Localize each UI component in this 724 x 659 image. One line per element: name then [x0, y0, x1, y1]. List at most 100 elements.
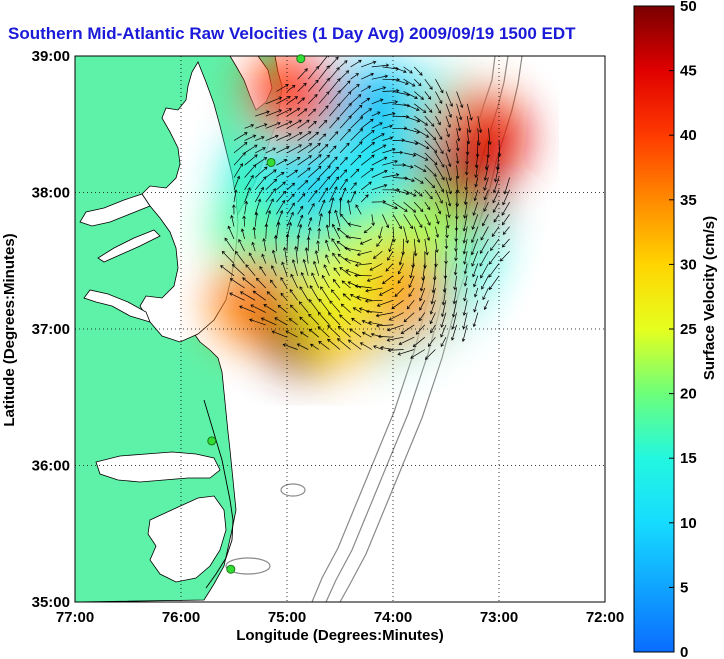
velocity-arrow: [382, 136, 394, 141]
velocity-arrow: [408, 275, 415, 289]
velocity-arrow: [286, 202, 295, 215]
velocity-arrow: [307, 154, 322, 166]
velocity-arrow: [347, 339, 362, 350]
velocity-arrow: [352, 307, 362, 313]
x-tick-label: 75:00: [268, 609, 306, 626]
velocity-arrow: [252, 226, 257, 239]
velocity-arrow: [440, 337, 447, 348]
velocity-arrow: [350, 154, 362, 166]
velocity-arrow: [414, 164, 427, 173]
velocity-arrow: [265, 109, 283, 117]
velocity-arrow: [414, 152, 429, 161]
contour-seamount: [280, 483, 306, 497]
velocity-arrow: [350, 294, 362, 301]
james-river: [83, 289, 151, 323]
velocity-arrow: [466, 128, 471, 145]
velocity-arrow: [427, 336, 436, 347]
velocity-arrow: [244, 124, 255, 129]
radar-stations: [207, 54, 306, 574]
velocity-arrow: [364, 299, 383, 303]
velocity-arrow: [260, 317, 277, 326]
velocity-arrow: [290, 273, 298, 289]
velocity-arrow: [263, 304, 277, 313]
velocity-arrow: [413, 226, 421, 244]
velocity-arrow: [334, 209, 341, 227]
velocity-arrow: [392, 163, 406, 167]
velocity-arrow: [403, 201, 417, 213]
velocity-arrow: [413, 66, 423, 76]
velocity-arrow: [318, 340, 330, 350]
velocity-arrow: [297, 205, 304, 215]
velocity-arrow: [366, 275, 383, 282]
velocity-arrow: [479, 251, 489, 267]
velocity-arrow: [361, 60, 377, 68]
velocity-arrow: [470, 226, 479, 244]
velocity-arrow: [276, 181, 286, 191]
velocity-arrow: [414, 177, 424, 184]
velocity-arrow: [430, 324, 436, 334]
velocity-arrow: [371, 98, 384, 105]
velocity-arrow: [377, 334, 394, 339]
velocity-arrow: [424, 164, 437, 177]
velocity-arrow: [463, 287, 468, 302]
velocity-arrow: [473, 275, 479, 288]
velocity-arrow: [360, 108, 373, 117]
velocity-arrow: [371, 169, 388, 178]
velocity-arrow: [345, 269, 362, 277]
velocity-arrow: [455, 140, 460, 152]
velocity-arrow: [229, 292, 245, 301]
velocity-arrow: [371, 122, 383, 129]
velocity-arrow: [286, 193, 295, 203]
y-tick-label: 36:00: [32, 458, 70, 475]
velocity-arrow: [472, 263, 479, 278]
velocity-arrow: [445, 165, 452, 182]
velocity-arrow: [249, 318, 266, 326]
velocity-arrow: [492, 177, 500, 194]
velocity-arrow: [466, 116, 472, 134]
velocity-arrow: [403, 164, 414, 169]
velocity-arrow: [445, 214, 450, 229]
velocity-arrow: [474, 165, 479, 178]
velocity-arrow: [220, 265, 235, 277]
velocity-arrow: [286, 84, 296, 92]
velocity-arrow: [350, 73, 359, 80]
velocity-arrow: [298, 301, 309, 313]
velocity-arrow: [403, 127, 420, 134]
velocity-arrow: [361, 97, 371, 105]
velocity-arrow: [318, 165, 331, 178]
velocity-arrow: [265, 210, 272, 227]
velocity-arrow: [307, 227, 312, 239]
velocity-arrow: [406, 300, 415, 310]
velocity-arrow: [350, 59, 362, 68]
velocity-arrow: [371, 214, 375, 227]
velocity-arrow: [429, 312, 436, 325]
colorbar-ticks: 0 5 10 15 20 25 30 35 40 45 50: [669, 0, 697, 659]
velocity-arrow: [244, 154, 258, 166]
velocity-arrow: [350, 94, 362, 105]
velocity-arrow: [329, 66, 340, 80]
velocity-arrow: [435, 140, 444, 155]
velocity-arrow: [324, 239, 330, 252]
velocity-arrow: [386, 324, 404, 332]
velocity-arrow: [351, 317, 362, 326]
velocity-arrow: [424, 91, 432, 100]
velocity-arrow: [461, 324, 468, 342]
velocity-arrow: [470, 238, 479, 256]
velocity-arrow: [435, 226, 440, 238]
velocity-arrow: [297, 143, 313, 154]
velocity-arrow: [270, 279, 277, 289]
velocity-arrow: [242, 277, 256, 289]
velocity-arrow: [392, 201, 408, 212]
velocity-arrow: [440, 300, 447, 318]
velocity-arrow: [265, 169, 277, 178]
velocity-arrow: [413, 201, 424, 213]
radar-station-marker: [296, 54, 306, 64]
velocity-arrow: [371, 183, 388, 191]
velocity-arrow: [483, 300, 489, 311]
velocity-arrow: [297, 119, 310, 129]
velocity-arrow: [463, 275, 468, 287]
velocity-arrow: [329, 145, 337, 154]
velocity-arrow: [413, 91, 425, 100]
velocity-arrow: [488, 250, 500, 265]
velocity-arrow: [372, 250, 383, 259]
